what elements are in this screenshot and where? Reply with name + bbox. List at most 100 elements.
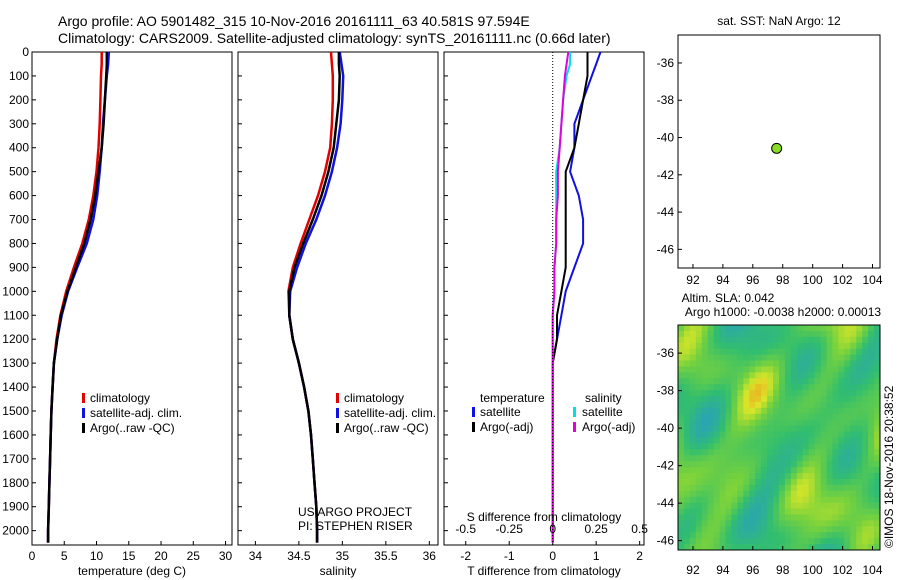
x-tick-label: 94 — [716, 273, 730, 287]
heatmap-cell — [838, 413, 845, 421]
heatmap-cell — [743, 496, 750, 504]
heatmap-cell — [814, 538, 822, 545]
heatmap-cell — [826, 496, 833, 504]
heatmap-cell — [737, 502, 744, 510]
heatmap-cell — [737, 455, 744, 462]
heatmap-cell — [856, 396, 863, 403]
heatmap-cell — [755, 413, 762, 421]
heatmap-cell — [779, 384, 786, 391]
heatmap-cell — [755, 496, 762, 504]
y-tick-label: 1700 — [2, 452, 29, 466]
heatmap-cell — [784, 490, 792, 498]
legend-swatch — [336, 393, 339, 403]
heatmap-cell — [784, 526, 792, 533]
heatmap-cell — [767, 407, 774, 415]
heatmap-cell — [761, 467, 768, 474]
heatmap-cell — [761, 431, 768, 438]
heatmap-cell — [683, 330, 691, 338]
heatmap-cell — [719, 330, 727, 338]
heatmap-cell — [707, 431, 715, 438]
top-tick-label: 0 — [549, 522, 556, 536]
heatmap-cell — [707, 514, 715, 521]
heatmap-cell — [767, 401, 774, 409]
heatmap-cell — [749, 467, 756, 474]
heatmap-cell — [832, 473, 839, 480]
legend-swatch — [573, 407, 576, 417]
heatmap-cell — [802, 348, 810, 356]
legend-swatch — [573, 422, 576, 432]
heatmap-cell — [790, 490, 798, 498]
heatmap-cell — [695, 508, 703, 515]
heatmap-cell — [713, 538, 721, 545]
heatmap-cell — [743, 473, 750, 480]
heatmap-cell — [743, 325, 750, 332]
heatmap-cell — [784, 532, 792, 539]
heatmap-cell — [719, 396, 727, 403]
heatmap-cell — [862, 384, 869, 391]
heatmap-cell — [850, 496, 857, 504]
heatmap-cell — [856, 449, 863, 456]
y-tick-label: -40 — [657, 131, 675, 145]
heatmap-cell — [868, 502, 875, 510]
legend-title-salinity: salinity — [585, 391, 622, 405]
heatmap-cell — [743, 413, 750, 421]
heatmap-cell — [868, 330, 875, 338]
heatmap-cell — [743, 431, 750, 438]
heatmap-cell — [820, 425, 828, 433]
heatmap-cell — [850, 467, 857, 474]
heatmap-cell — [678, 437, 685, 444]
heatmap-cell — [707, 461, 715, 468]
heatmap-cell — [773, 378, 780, 385]
x-axis-label: temperature (deg C) — [78, 564, 186, 578]
heatmap-cell — [779, 484, 786, 492]
heatmap-cell — [808, 401, 816, 409]
heatmap-cell — [856, 330, 863, 338]
heatmap-cell — [683, 473, 691, 480]
heatmap-cell — [808, 431, 816, 438]
heatmap-cell — [790, 508, 798, 515]
heatmap-cell — [820, 342, 828, 350]
heatmap-cell — [761, 342, 768, 350]
heatmap-cell — [755, 502, 762, 510]
heatmap-cell — [737, 526, 744, 533]
heatmap-cell — [796, 496, 804, 504]
heatmap-cell — [814, 455, 822, 462]
heatmap-cell — [838, 378, 845, 385]
heatmap-cell — [743, 425, 750, 433]
heatmap-cell — [749, 508, 756, 515]
heatmap-cell — [832, 514, 839, 521]
heatmap-cell — [832, 484, 839, 492]
heatmap-cell — [802, 526, 810, 533]
heatmap-cell — [695, 532, 703, 539]
heatmap-cell — [701, 532, 709, 539]
heatmap-cell — [838, 342, 845, 350]
heatmap-cell — [814, 419, 822, 427]
heatmap-cell — [761, 419, 768, 427]
heatmap-cell — [868, 467, 875, 474]
heatmap-cell — [838, 473, 845, 480]
heatmap-cell — [755, 372, 762, 379]
heatmap-cell — [796, 401, 804, 409]
heatmap-cell — [678, 496, 685, 504]
heatmap-cell — [874, 437, 881, 444]
heatmap-cell — [802, 544, 810, 551]
heatmap-cell — [761, 330, 768, 338]
heatmap-cell — [874, 384, 881, 391]
heatmap-cell — [832, 455, 839, 462]
heatmap-cell — [743, 401, 750, 409]
heatmap-cell — [695, 419, 703, 427]
heatmap-cell — [689, 461, 697, 468]
heatmap-cell — [838, 443, 845, 450]
heatmap-cell — [844, 532, 851, 539]
heatmap-cell — [725, 360, 732, 367]
heatmap-cell — [826, 384, 833, 391]
heatmap-cell — [683, 538, 691, 545]
heatmap-cell — [856, 407, 863, 415]
heatmap-cell — [695, 526, 703, 533]
series-line — [551, 52, 589, 543]
heatmap-cell — [808, 520, 816, 527]
heatmap-cell — [850, 330, 857, 338]
heatmap-cell — [790, 478, 798, 486]
heatmap-cell — [850, 413, 857, 421]
heatmap-cell — [779, 502, 786, 510]
